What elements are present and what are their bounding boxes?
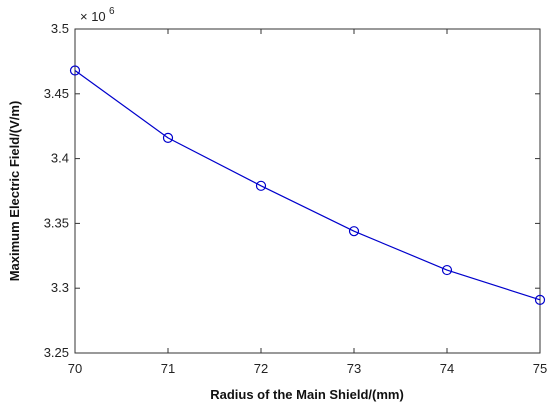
y-tick-label-4: 3.45 — [44, 86, 69, 101]
data-point-4 — [441, 264, 453, 276]
x-tick-label-3: 73 — [347, 361, 361, 376]
x-tick-label-1: 71 — [161, 361, 175, 376]
x-axis-title: Radius of the Main Shield/(mm) — [210, 387, 404, 402]
axis-ticks — [74, 28, 541, 354]
x-tick-label-2: 72 — [254, 361, 268, 376]
data-point-5 — [534, 294, 546, 305]
tick-labels: 70 71 72 73 74 75 3.25 3.3 3.35 3.4 3.45 3.5 — [44, 21, 548, 376]
data-point-1 — [162, 132, 174, 143]
series-line-0 — [74, 69, 541, 301]
data-series — [69, 65, 546, 305]
y-multiplier-base: × 10 — [80, 9, 106, 24]
y-multiplier-exponent: 6 — [109, 6, 115, 17]
y-tick-label-1: 3.3 — [51, 280, 69, 295]
x-tick-label-0: 70 — [68, 361, 82, 376]
y-axis-title: Maximum Electric Field/(V/m) — [7, 101, 22, 282]
data-point-0 — [69, 65, 81, 76]
y-tick-label-5: 3.5 — [51, 21, 69, 36]
y-tick-label-3: 3.4 — [51, 151, 69, 166]
plot-area — [74, 28, 541, 354]
y-tick-label-0: 3.25 — [44, 345, 69, 360]
data-point-2 — [255, 180, 267, 191]
y-tick-label-2: 3.35 — [44, 215, 69, 230]
x-tick-label-4: 74 — [440, 361, 454, 376]
x-tick-label-5: 75 — [533, 361, 547, 376]
data-point-3 — [348, 226, 360, 237]
